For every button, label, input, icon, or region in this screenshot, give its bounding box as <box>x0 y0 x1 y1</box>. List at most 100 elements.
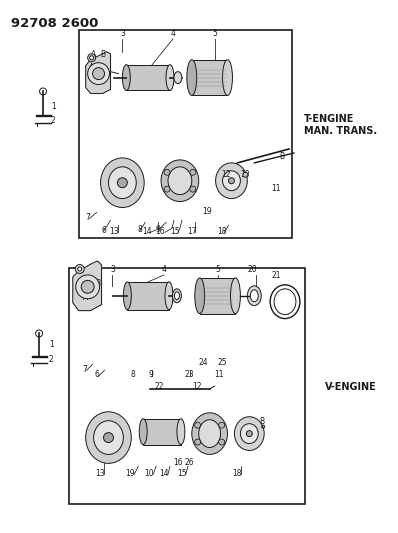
Ellipse shape <box>243 172 248 177</box>
Text: 4: 4 <box>170 29 176 38</box>
Ellipse shape <box>219 439 224 445</box>
Ellipse shape <box>139 419 147 445</box>
Text: 19: 19 <box>125 469 135 478</box>
Text: 16: 16 <box>173 458 183 467</box>
Text: 14: 14 <box>142 227 152 236</box>
Ellipse shape <box>93 68 105 79</box>
Ellipse shape <box>168 167 192 195</box>
Ellipse shape <box>174 292 179 300</box>
Text: 10: 10 <box>240 169 250 179</box>
Text: 9: 9 <box>156 225 160 235</box>
Text: T-ENGINE: T-ENGINE <box>304 114 354 124</box>
Text: 5: 5 <box>215 265 220 274</box>
Ellipse shape <box>94 421 123 455</box>
Bar <box>69 268 305 504</box>
Text: 13: 13 <box>109 227 119 236</box>
Ellipse shape <box>222 60 232 95</box>
Bar <box>79 30 292 238</box>
Ellipse shape <box>195 439 201 445</box>
Ellipse shape <box>177 419 185 445</box>
Text: 12: 12 <box>222 169 231 179</box>
Ellipse shape <box>86 412 131 463</box>
Ellipse shape <box>222 171 240 191</box>
Text: 15: 15 <box>177 469 187 478</box>
Text: 21: 21 <box>271 271 281 280</box>
Text: 2: 2 <box>51 116 56 125</box>
Ellipse shape <box>161 160 199 201</box>
Ellipse shape <box>247 286 261 305</box>
Ellipse shape <box>187 60 197 95</box>
Ellipse shape <box>103 433 113 442</box>
Text: 4: 4 <box>162 265 166 274</box>
Ellipse shape <box>195 278 205 313</box>
Bar <box>126 64 170 91</box>
Text: 24: 24 <box>199 358 209 367</box>
Text: B: B <box>96 279 101 288</box>
Text: 3: 3 <box>120 29 125 38</box>
Text: 18: 18 <box>233 469 242 478</box>
Ellipse shape <box>190 186 196 192</box>
Text: 2: 2 <box>49 355 54 364</box>
Ellipse shape <box>228 177 234 184</box>
Polygon shape <box>86 52 111 93</box>
Bar <box>143 419 181 445</box>
Text: 8: 8 <box>138 225 142 235</box>
Text: 26: 26 <box>185 458 195 467</box>
Ellipse shape <box>75 264 84 273</box>
Text: 7: 7 <box>85 213 90 222</box>
Text: 3: 3 <box>110 265 115 274</box>
Ellipse shape <box>192 413 228 455</box>
Bar <box>200 278 236 313</box>
Text: 11: 11 <box>271 184 281 192</box>
Ellipse shape <box>216 163 247 199</box>
Ellipse shape <box>172 289 181 303</box>
Ellipse shape <box>190 169 196 175</box>
Ellipse shape <box>195 422 201 428</box>
Text: 9: 9 <box>148 370 153 379</box>
Text: 8: 8 <box>130 370 135 379</box>
Text: 6: 6 <box>101 227 106 235</box>
Text: A: A <box>83 293 88 302</box>
Ellipse shape <box>78 267 82 271</box>
Text: 23: 23 <box>185 370 195 379</box>
Text: A: A <box>85 279 90 288</box>
Bar <box>192 60 228 95</box>
Text: A: A <box>91 50 96 59</box>
Ellipse shape <box>109 167 136 199</box>
Text: 15: 15 <box>170 227 180 236</box>
Ellipse shape <box>88 63 109 85</box>
Text: 92708 2600: 92708 2600 <box>11 17 99 30</box>
Text: 7: 7 <box>83 365 88 374</box>
Text: V-ENGINE: V-ENGINE <box>325 382 377 392</box>
Ellipse shape <box>117 177 127 188</box>
Text: 11: 11 <box>215 370 224 379</box>
Text: 1: 1 <box>49 341 54 349</box>
Ellipse shape <box>230 278 240 313</box>
Ellipse shape <box>199 419 220 448</box>
Text: 6: 6 <box>95 370 100 379</box>
Text: 19: 19 <box>202 207 211 216</box>
Text: 10: 10 <box>144 469 154 478</box>
Text: 13: 13 <box>95 469 104 478</box>
Polygon shape <box>73 261 101 311</box>
Text: B: B <box>279 152 284 161</box>
Text: 12: 12 <box>192 382 201 391</box>
Ellipse shape <box>166 64 174 91</box>
Text: MAN. TRANS.: MAN. TRANS. <box>304 126 377 136</box>
Ellipse shape <box>246 431 252 437</box>
Text: 22: 22 <box>154 382 164 391</box>
Text: 18: 18 <box>217 227 226 236</box>
Ellipse shape <box>234 417 264 450</box>
Text: 5: 5 <box>212 29 217 38</box>
Ellipse shape <box>101 158 144 207</box>
Text: 14: 14 <box>159 469 169 478</box>
Ellipse shape <box>240 424 258 443</box>
Text: 25: 25 <box>218 358 227 367</box>
Text: B: B <box>101 50 106 59</box>
Ellipse shape <box>88 54 96 62</box>
Ellipse shape <box>165 282 173 310</box>
Text: 16: 16 <box>155 227 165 236</box>
Ellipse shape <box>174 71 182 84</box>
Ellipse shape <box>219 422 224 428</box>
Ellipse shape <box>123 282 131 310</box>
